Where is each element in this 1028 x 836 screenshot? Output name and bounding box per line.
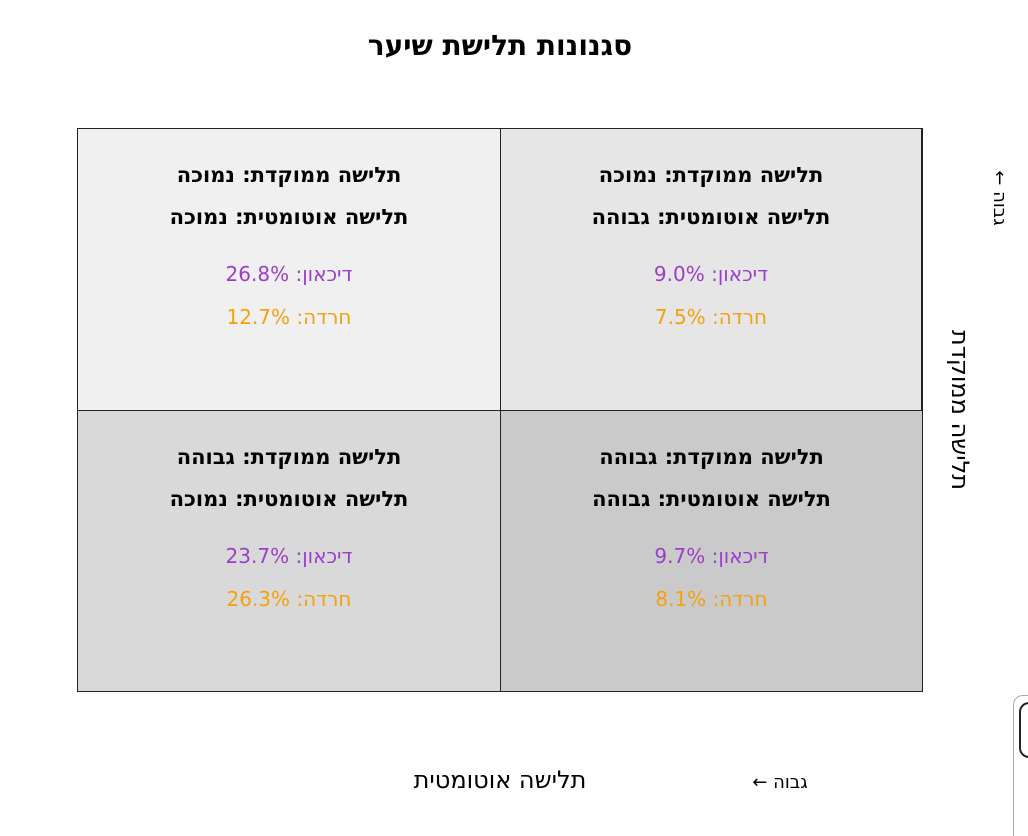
focused-level-label: תלישה ממוקדת: גבוהה	[599, 445, 824, 469]
automatic-level-label: תלישה אוטומטית: נמוכה	[169, 487, 409, 511]
quadrant-low-focused-low-automatic: תלישה ממוקדת: נמוכה תלישה אוטומטית: נמוכ…	[78, 129, 500, 410]
quadrant-grid: תלישה ממוקדת: נמוכה תלישה אוטומטית: נמוכ…	[77, 128, 923, 692]
x-axis-label: תלישה אוטומטית	[413, 766, 587, 794]
quadrant-high-focused-high-automatic: תלישה ממוקדת: גבוהה תלישה אוטומטית: גבוה…	[500, 410, 922, 691]
y-axis-label: תלישה ממוקדת	[946, 329, 974, 491]
quadrant-low-focused-high-automatic: תלישה ממוקדת: נמוכה תלישה אוטומטית: גבוה…	[500, 129, 922, 410]
anxiety-rate: חרדה: 12.7%	[226, 305, 352, 329]
automatic-level-label: תלישה אוטומטית: נמוכה	[169, 205, 409, 229]
quadrant-high-focused-low-automatic: תלישה ממוקדת: גבוהה תלישה אוטומטית: נמוכ…	[78, 410, 500, 691]
focused-level-label: תלישה ממוקדת: נמוכה	[598, 163, 824, 187]
anxiety-rate: חרדה: 8.1%	[655, 587, 768, 611]
x-axis-high-label: גבוה ←	[752, 772, 808, 793]
anxiety-rate: חרדה: 26.3%	[226, 587, 352, 611]
automatic-level-label: תלישה אוטומטית: גבוהה	[592, 487, 831, 511]
automatic-level-label: תלישה אוטומטית: גבוהה	[591, 205, 831, 229]
depression-rate: דיכאון: 9.7%	[654, 544, 769, 568]
edge-panel-button[interactable]	[1019, 702, 1028, 758]
depression-rate: דיכאון: 26.8%	[225, 262, 353, 286]
focused-level-label: תלישה ממוקדת: נמוכה	[176, 163, 402, 187]
edge-panel-handle[interactable]	[1013, 695, 1028, 836]
diagram-title: סגנונות תלישת שיער	[367, 29, 633, 62]
focused-level-label: תלישה ממוקדת: גבוהה	[176, 445, 402, 469]
y-axis-high-label: גבוה ←	[989, 170, 1010, 226]
anxiety-rate: חרדה: 7.5%	[654, 305, 768, 329]
depression-rate: דיכאון: 9.0%	[653, 262, 769, 286]
depression-rate: דיכאון: 23.7%	[225, 544, 353, 568]
